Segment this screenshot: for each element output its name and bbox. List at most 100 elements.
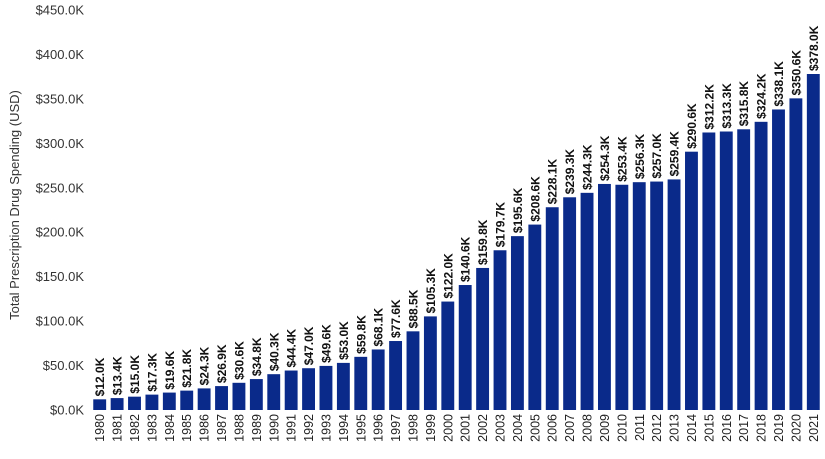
x-tick-label: 2016 [720, 414, 734, 442]
x-tick-label: 2013 [668, 414, 682, 442]
x-tick-label: 2011 [633, 414, 647, 441]
x-tick-label: 2015 [702, 414, 716, 442]
bar [702, 132, 716, 411]
data-label: $59.8K [354, 315, 368, 354]
y-tick-label: $100.0K [36, 314, 85, 329]
data-label: $259.4K [668, 131, 682, 177]
data-label: $239.3K [563, 149, 577, 195]
data-label: $290.6K [685, 103, 699, 149]
bar [110, 398, 124, 410]
bar [162, 392, 176, 410]
x-tick-label: 2014 [685, 414, 699, 442]
x-tick-label: 1982 [128, 414, 142, 442]
x-tick-label: 1981 [111, 414, 125, 442]
data-label: $77.6K [389, 299, 403, 338]
x-tick-label: 2020 [789, 414, 803, 442]
data-label: $49.6K [319, 324, 333, 363]
data-label: $12.0K [93, 357, 107, 396]
data-label: $324.2K [755, 73, 769, 119]
data-label: $34.8K [250, 337, 264, 376]
data-label: $88.5K [406, 289, 420, 328]
x-tick-label: 1993 [319, 414, 333, 442]
bar [232, 382, 246, 410]
y-tick-label: $150.0K [36, 269, 85, 284]
data-label: $47.0K [302, 326, 316, 365]
data-label: $378.0K [807, 25, 821, 71]
bar [737, 129, 751, 411]
x-tick-label: 2004 [511, 414, 525, 442]
data-label: $312.2K [702, 84, 716, 130]
y-axis-ticks: $0.0K $50.0K $100.0K $150.0K $200.0K $250.0K $… [36, 3, 85, 418]
x-tick-label: 2003 [494, 414, 508, 442]
x-tick-label: 1995 [354, 414, 368, 442]
x-tick-label: 1988 [232, 414, 246, 442]
bar [650, 181, 664, 410]
data-label: $21.8K [180, 349, 194, 388]
data-label: $53.0K [337, 321, 351, 360]
x-tick-label: 2005 [528, 414, 542, 442]
x-tick-label: 1996 [372, 414, 386, 442]
y-tick-label: $300.0K [36, 136, 85, 151]
x-tick-label: 2012 [650, 414, 664, 442]
data-label: $44.4K [285, 329, 299, 368]
bar [667, 179, 681, 410]
bar [772, 109, 785, 410]
x-tick-label: 2010 [615, 414, 629, 442]
bar [493, 250, 507, 410]
x-tick-label: 1999 [424, 414, 438, 442]
x-tick-label: 2007 [563, 414, 577, 442]
data-label: $338.1K [772, 61, 786, 107]
bars [93, 74, 820, 411]
data-label: $315.8K [737, 81, 751, 127]
x-tick-label: 1987 [215, 414, 229, 442]
data-label: $195.6K [511, 187, 525, 233]
x-tick-label: 1990 [267, 414, 281, 442]
y-axis-label: Total Prescription Drug Spending (USD) [7, 90, 22, 320]
data-label: $26.9K [215, 344, 229, 383]
bar [528, 224, 542, 410]
x-tick-label: 1989 [250, 414, 264, 442]
bar [389, 341, 403, 410]
data-label: $140.6K [459, 236, 473, 282]
bar [476, 267, 490, 410]
data-label: $257.0K [650, 133, 664, 179]
bar [371, 349, 385, 410]
x-tick-label: 1992 [302, 414, 316, 442]
bar [267, 374, 281, 410]
y-tick-label: $350.0K [36, 91, 85, 106]
bar [458, 285, 472, 410]
data-label: $30.6K [232, 341, 246, 380]
bar [319, 365, 333, 410]
x-tick-label: 2006 [546, 414, 560, 442]
bar [754, 121, 768, 410]
x-axis-ticks: 1980 1981 1982 1983 1984 1985 1986 1987 1988 1989… [93, 414, 821, 442]
x-tick-label: 1983 [145, 414, 159, 442]
data-label: $254.3K [598, 135, 612, 181]
x-tick-label: 2019 [772, 414, 786, 442]
bar [180, 390, 194, 410]
bar [93, 399, 107, 410]
x-tick-label: 2008 [581, 414, 595, 442]
bar [249, 379, 263, 410]
bar [423, 316, 437, 410]
x-tick-label: 2002 [476, 414, 490, 442]
x-tick-label: 1994 [337, 414, 351, 442]
bar [685, 151, 698, 410]
x-tick-label: 1980 [93, 414, 107, 442]
y-tick-label: $200.0K [36, 225, 85, 240]
data-label: $228.1K [546, 159, 560, 205]
data-label: $179.7K [494, 202, 508, 248]
x-tick-label: 1998 [406, 414, 420, 442]
data-label: $208.6K [528, 176, 542, 222]
data-label: $244.3K [581, 144, 595, 190]
data-label: $159.8K [476, 219, 490, 265]
bar [441, 301, 455, 410]
bar [284, 370, 298, 410]
data-label: $13.4K [111, 356, 125, 395]
bar [145, 394, 159, 410]
y-tick-label: $250.0K [36, 180, 85, 195]
data-label: $256.3K [633, 133, 647, 179]
data-label: $313.3K [720, 83, 734, 129]
